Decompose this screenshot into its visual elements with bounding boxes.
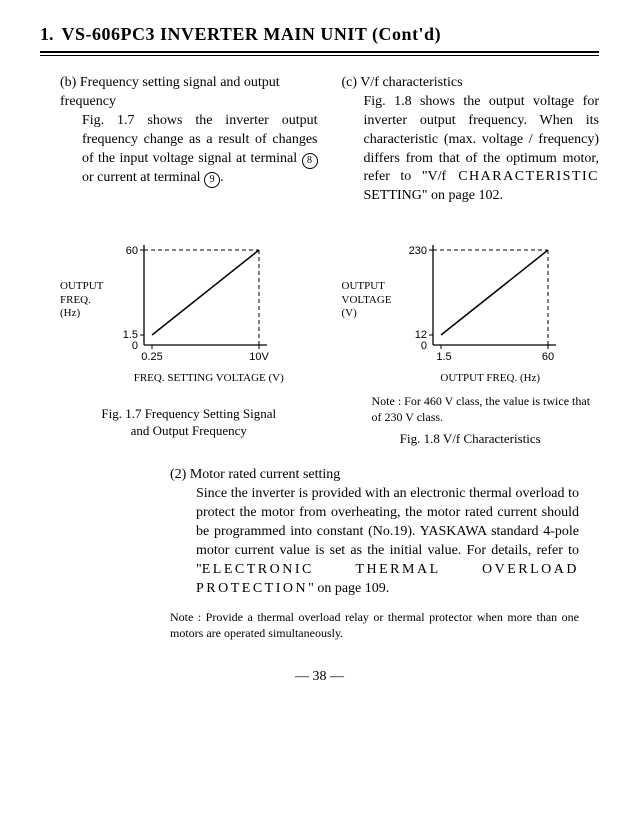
body-c-part2: SETTING" on page 102. [364, 188, 503, 203]
chart2-note-body: For 460 V class, the value is twice that… [372, 394, 591, 424]
chart2-caption: Fig. 1.8 V/f Characteristics [342, 431, 600, 448]
chart1-wrap: OUTPUT FREQ. (Hz) [60, 230, 318, 370]
chart2-note: Note : For 460 V class, the value is twi… [372, 394, 600, 425]
chart2-xlo-label: 1.5 [436, 351, 451, 363]
section2-body2: " on page 109. [308, 581, 389, 596]
section2-note-label: Note : [170, 610, 201, 624]
section2-note: Note : Provide a thermal overload relay … [170, 609, 579, 641]
section2-label: (2) [170, 467, 186, 482]
section2-note-body-inline: Provide a thermal overload relay or ther… [170, 610, 579, 640]
item-heading-b: Frequency setting signal and output freq… [60, 75, 280, 109]
chart2-svg: 230 12 0 1.5 60 [398, 230, 568, 370]
chart2-ylabel: OUTPUT VOLTAGE (V) [342, 280, 392, 320]
column-b: (b) Frequency setting signal and output … [60, 74, 318, 206]
chart2-xlabel: OUTPUT FREQ. (Hz) [382, 372, 600, 384]
two-column-text: (b) Frequency setting signal and output … [60, 74, 599, 206]
chart2-yhi-label: 230 [408, 245, 426, 257]
column-c: (c) V/f characteristics Fig. 1.8 shows t… [342, 74, 600, 206]
chart2-note-label: Note : [372, 394, 402, 408]
chart1-caption-l1: Fig. 1.7 Frequency Setting Signal [101, 406, 276, 421]
chart2-xhi-label: 60 [541, 351, 553, 363]
section-2: (2) Motor rated current setting Since th… [170, 466, 579, 641]
item-label-c: (c) [342, 74, 358, 93]
item-body-c: Fig. 1.8 shows the output voltage for in… [364, 93, 600, 206]
chart1-caption: Fig. 1.7 Frequency Setting Signal and Ou… [60, 406, 318, 440]
chart1-xlabel: FREQ. SETTING VOLTAGE (V) [100, 372, 318, 384]
chart2-yzero-label: 0 [420, 340, 426, 352]
chart2-col: OUTPUT VOLTAGE (V) 230 12 0 1.5 60 [342, 230, 600, 448]
section-number: 1. [40, 24, 54, 45]
page-title-row: 1. VS-606PC3 INVERTER MAIN UNIT (Cont'd) [40, 24, 599, 45]
body-b-part1: Fig. 1.7 shows the inverter output frequ… [82, 113, 318, 166]
chart1-svg: 60 1.5 0 0.25 10V [109, 230, 279, 370]
body-b-tail: . [220, 170, 224, 185]
item-heading-c: V/f characteristics [360, 75, 462, 90]
circled-8-icon: 8 [302, 153, 318, 169]
chart1-data-line [152, 250, 259, 335]
body-c-tracked: CHARACTERISTIC [446, 169, 599, 184]
title-rule-thin [40, 55, 599, 56]
chart1-xlo-label: 0.25 [142, 351, 163, 363]
chart2-wrap: OUTPUT VOLTAGE (V) 230 12 0 1.5 60 [342, 230, 600, 370]
item-body-b: Fig. 1.7 shows the inverter output frequ… [82, 112, 318, 188]
page-title: VS-606PC3 INVERTER MAIN UNIT (Cont'd) [62, 24, 442, 45]
chart1-xhi-label: 10V [250, 351, 270, 363]
item-label-b: (b) [60, 74, 76, 93]
chart1-yhi-label: 60 [126, 245, 138, 257]
chart1-col: OUTPUT FREQ. (Hz) [60, 230, 318, 448]
section2-heading: Motor rated current setting [190, 467, 340, 482]
section2-body: Since the inverter is provided with an e… [196, 485, 579, 598]
chart2-data-line [441, 250, 548, 335]
chart1-yzero-label: 0 [132, 340, 138, 352]
circled-9-icon: 9 [204, 172, 220, 188]
body-b-mid: or current at terminal [82, 170, 204, 185]
title-rule-thick [40, 51, 599, 53]
chart1-ylabel: OUTPUT FREQ. (Hz) [60, 280, 103, 320]
chart1-caption-l2: and Output Frequency [131, 423, 247, 438]
charts-row: OUTPUT FREQ. (Hz) [60, 230, 599, 448]
page: 1. VS-606PC3 INVERTER MAIN UNIT (Cont'd)… [0, 0, 639, 715]
page-number: — 38 — [40, 669, 599, 685]
